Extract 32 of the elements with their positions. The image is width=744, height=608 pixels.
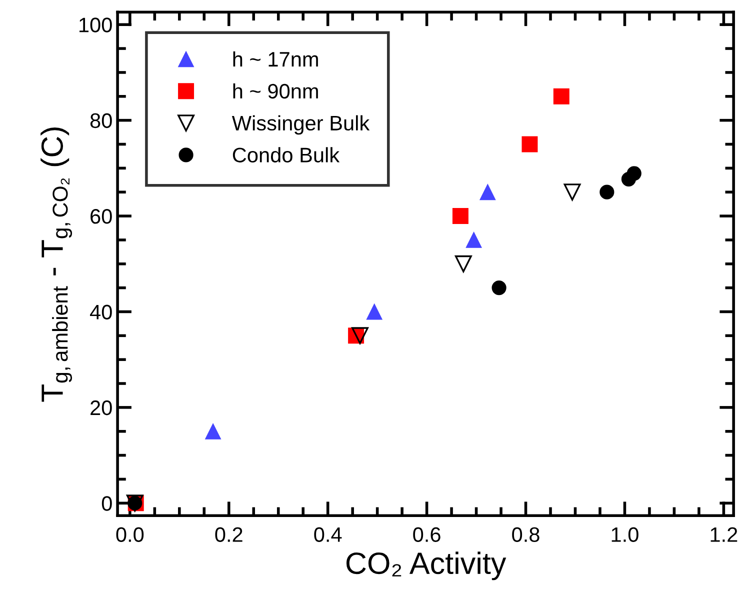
point	[352, 327, 368, 344]
x-tick-label: 0.2	[215, 527, 242, 542]
x-tick-label: 0.8	[512, 527, 540, 542]
x-tick-label: 1.0	[612, 527, 638, 542]
x-tick-label: 0.4	[314, 527, 342, 542]
point	[522, 136, 538, 152]
y-tick-label: 60	[90, 209, 112, 224]
legend-label: Condo Bulk	[232, 147, 340, 162]
x-tick-label: 0.0	[116, 527, 144, 542]
y-tick-label: 100	[80, 18, 112, 32]
point	[626, 166, 642, 181]
legend-label: Wissinger Bulk	[232, 115, 370, 135]
point	[492, 280, 506, 296]
point	[205, 423, 222, 440]
x-tick-label: 0.6	[413, 527, 440, 542]
point	[452, 208, 468, 224]
point	[480, 184, 496, 200]
legend-label: h ~ 17nm	[233, 51, 318, 66]
legend-label: h ~ 90nm	[233, 83, 318, 99]
x-axis-title: CO₂ Activity	[346, 552, 506, 580]
point	[366, 304, 382, 320]
x-tick-label: 1.2	[710, 527, 738, 542]
y-tick-label: 20	[90, 400, 112, 416]
y-tick-label: 40	[90, 304, 112, 320]
y-tick-label: 80	[90, 113, 112, 128]
y-tick-label: 0	[102, 496, 112, 511]
point	[564, 184, 581, 201]
point	[600, 184, 614, 200]
point	[454, 255, 472, 272]
point	[466, 232, 482, 248]
point	[553, 88, 570, 104]
y-axis-title: T$_{g,ambient}$ - T$_{g,CO₂}$ (C)	[40, 127, 72, 402]
